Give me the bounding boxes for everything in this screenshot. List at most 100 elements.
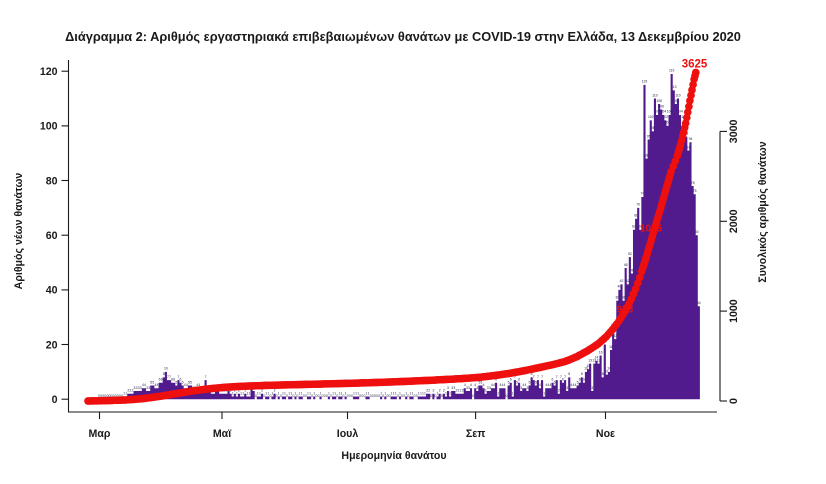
svg-text:5: 5 — [150, 380, 152, 384]
svg-text:0: 0 — [347, 394, 349, 398]
svg-text:1000: 1000 — [728, 299, 740, 323]
svg-text:4: 4 — [491, 383, 493, 387]
svg-text:1: 1 — [405, 391, 407, 395]
svg-text:0: 0 — [106, 394, 108, 398]
svg-text:Νοε: Νοε — [596, 428, 615, 440]
svg-text:5: 5 — [577, 380, 579, 384]
svg-text:2: 2 — [426, 389, 428, 393]
svg-text:120: 120 — [40, 66, 58, 78]
svg-text:2: 2 — [238, 389, 240, 393]
svg-text:1: 1 — [328, 391, 330, 395]
svg-text:18: 18 — [609, 345, 613, 349]
svg-text:0: 0 — [297, 394, 299, 398]
svg-text:2: 2 — [129, 389, 131, 393]
svg-text:1: 1 — [345, 391, 347, 395]
svg-text:0: 0 — [255, 394, 257, 398]
svg-text:2: 2 — [558, 389, 560, 393]
svg-text:1: 1 — [278, 391, 280, 395]
svg-text:4: 4 — [547, 383, 549, 387]
svg-text:10: 10 — [584, 367, 588, 371]
svg-text:1: 1 — [284, 391, 286, 395]
svg-text:8: 8 — [163, 372, 165, 376]
svg-text:1: 1 — [240, 391, 242, 395]
svg-text:0: 0 — [330, 394, 332, 398]
svg-text:4: 4 — [464, 383, 466, 387]
svg-text:52: 52 — [628, 252, 632, 256]
svg-text:3: 3 — [140, 386, 142, 390]
svg-text:4: 4 — [499, 383, 501, 387]
svg-text:4: 4 — [522, 383, 524, 387]
svg-text:91: 91 — [687, 145, 691, 149]
svg-text:6: 6 — [562, 378, 564, 382]
svg-text:3: 3 — [453, 386, 455, 390]
svg-text:2: 2 — [274, 389, 276, 393]
svg-text:0: 0 — [441, 394, 443, 398]
svg-text:104: 104 — [677, 110, 683, 114]
svg-text:1: 1 — [249, 391, 251, 395]
svg-text:0: 0 — [374, 394, 376, 398]
svg-text:6: 6 — [180, 378, 182, 382]
svg-text:104: 104 — [654, 110, 660, 114]
svg-text:2: 2 — [131, 389, 133, 393]
svg-text:0: 0 — [370, 394, 372, 398]
svg-text:0: 0 — [472, 394, 474, 398]
svg-text:6: 6 — [552, 378, 554, 382]
svg-text:1: 1 — [338, 391, 340, 395]
svg-text:10: 10 — [164, 367, 168, 371]
svg-text:110: 110 — [675, 93, 681, 97]
svg-text:4: 4 — [470, 383, 472, 387]
svg-text:8: 8 — [581, 372, 583, 376]
svg-text:1: 1 — [309, 391, 311, 395]
svg-text:0: 0 — [292, 394, 294, 398]
svg-text:2: 2 — [261, 389, 263, 393]
svg-text:7: 7 — [169, 375, 171, 379]
svg-text:102: 102 — [663, 115, 669, 119]
svg-text:8: 8 — [531, 372, 533, 376]
svg-text:1: 1 — [437, 391, 439, 395]
svg-text:Μαρ: Μαρ — [89, 428, 111, 440]
svg-text:4: 4 — [186, 383, 188, 387]
svg-text:4: 4 — [545, 383, 547, 387]
svg-text:4: 4 — [196, 383, 198, 387]
svg-text:1: 1 — [320, 391, 322, 395]
svg-text:7: 7 — [560, 375, 562, 379]
svg-text:115: 115 — [642, 80, 648, 84]
svg-text:0: 0 — [263, 394, 265, 398]
svg-text:2: 2 — [460, 389, 462, 393]
svg-text:60: 60 — [695, 230, 699, 234]
svg-text:2: 2 — [443, 389, 445, 393]
svg-text:7: 7 — [564, 375, 566, 379]
svg-text:1: 1 — [246, 391, 248, 395]
svg-text:6: 6 — [510, 378, 512, 382]
svg-text:1: 1 — [445, 391, 447, 395]
svg-text:110: 110 — [652, 93, 658, 97]
svg-text:4: 4 — [493, 383, 495, 387]
svg-text:1: 1 — [301, 391, 303, 395]
svg-text:1: 1 — [368, 391, 370, 395]
svg-text:Ημερομηνία θανάτου: Ημερομηνία θανάτου — [341, 450, 446, 462]
svg-text:4: 4 — [184, 383, 186, 387]
svg-text:0: 0 — [324, 394, 326, 398]
svg-text:7: 7 — [537, 375, 539, 379]
svg-text:7: 7 — [556, 375, 558, 379]
svg-text:6: 6 — [518, 378, 520, 382]
svg-text:5: 5 — [529, 380, 531, 384]
svg-text:3: 3 — [476, 386, 478, 390]
svg-text:1: 1 — [299, 391, 301, 395]
svg-text:7: 7 — [514, 375, 516, 379]
svg-text:36: 36 — [615, 296, 619, 300]
svg-text:3: 3 — [134, 386, 136, 390]
svg-text:0: 0 — [397, 394, 399, 398]
svg-text:6: 6 — [161, 378, 163, 382]
svg-text:0: 0 — [100, 394, 102, 398]
svg-text:1: 1 — [420, 391, 422, 395]
svg-text:0: 0 — [386, 394, 388, 398]
svg-text:106: 106 — [658, 104, 664, 108]
svg-text:4: 4 — [157, 383, 159, 387]
svg-text:1: 1 — [242, 391, 244, 395]
svg-text:0: 0 — [414, 394, 416, 398]
svg-text:7: 7 — [167, 375, 169, 379]
svg-text:0: 0 — [372, 394, 374, 398]
svg-text:0: 0 — [109, 394, 111, 398]
svg-text:1: 1 — [422, 391, 424, 395]
